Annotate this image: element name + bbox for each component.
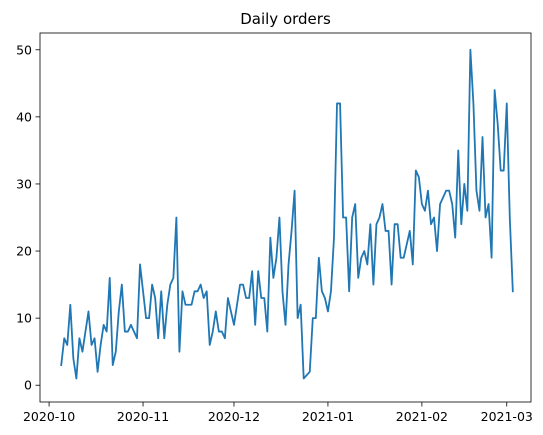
series-line-0 xyxy=(60,48,514,380)
x-tick-label: 2020-11 xyxy=(117,409,169,424)
plot-frame xyxy=(39,32,532,403)
x-axis: 2020-10 2020-11 2020-12 2021-01 2021-02 2021-… xyxy=(23,402,533,424)
chart-title: Daily orders xyxy=(240,10,331,28)
y-tick-label: 20 xyxy=(16,244,32,259)
y-tick-label: 10 xyxy=(16,311,32,326)
y-tick-label: 40 xyxy=(16,109,32,124)
y-tick-label: 50 xyxy=(16,42,32,57)
y-axis: 0 10 20 30 40 50 xyxy=(16,42,40,393)
x-tick-label: 2020-12 xyxy=(208,409,260,424)
x-tick-label: 2021-02 xyxy=(396,409,448,424)
x-tick-label: 2020-10 xyxy=(23,409,75,424)
series-layer xyxy=(60,48,514,380)
x-tick-label: 2021-03 xyxy=(481,409,533,424)
y-tick-label: 30 xyxy=(16,176,32,191)
y-tick-label: 0 xyxy=(24,378,32,393)
x-tick-label: 2021-01 xyxy=(302,409,354,424)
